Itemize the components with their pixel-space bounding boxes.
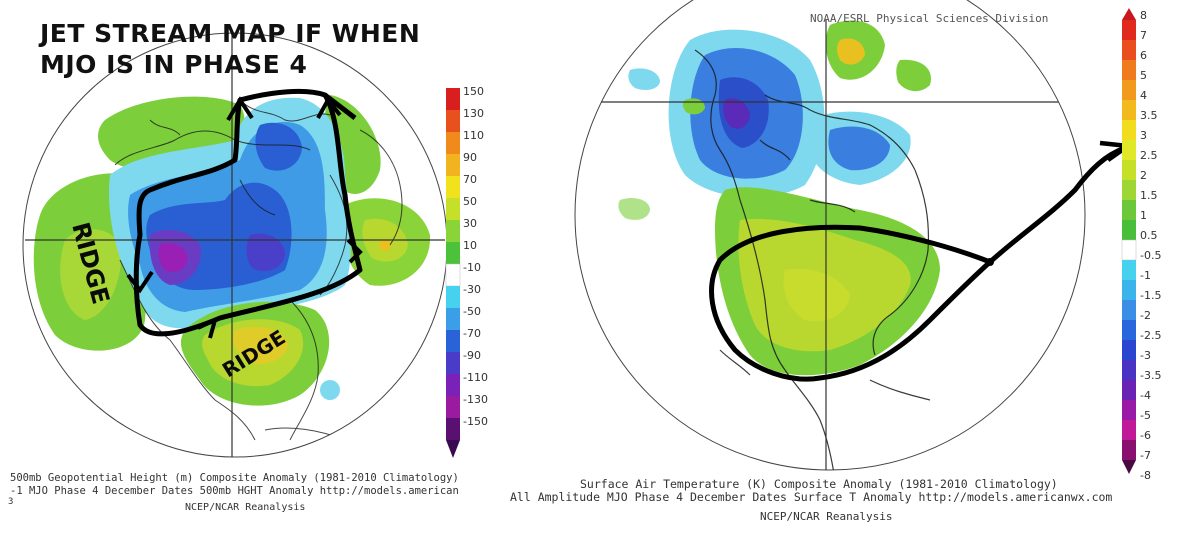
right-colorbar-tick-label: -2	[1140, 309, 1151, 322]
left-corner-mark: 3	[8, 497, 14, 507]
left-caption-line-1: 500mb Geopotential Height (m) Composite …	[10, 472, 459, 484]
right-colorbar-tick-label: 0.5	[1140, 229, 1158, 242]
right-caption-line-2: All Amplitude MJO Phase 4 December Dates…	[510, 490, 1113, 504]
left-map-graphic: RIDGE RIDGE 1501301109070503010-10-30-50…	[22, 32, 488, 458]
left-colorbar-tick-label: -110	[463, 371, 488, 384]
left-colorbar-tick-label: -50	[463, 305, 481, 318]
right-colorbar-ticks: 8 7 6 5 4 3.5 3 2.5 2 1.5 1 0.5 -0.5 -1 -1.5 -2 -2.5 -3 -3…	[1140, 9, 1161, 482]
right-colorbar-tick-label: 5	[1140, 69, 1147, 82]
right-colorbar-tick-label: -3	[1140, 349, 1151, 362]
right-colorbar-tick-label: 7	[1140, 29, 1147, 42]
right-colorbar-tick-label: 3	[1140, 129, 1147, 142]
right-colorbar-tick-label: 2	[1140, 169, 1147, 182]
left-caption-line-2: -1 MJO Phase 4 December Dates 500mb HGHT…	[10, 485, 459, 497]
left-colorbar-tick-label: 70	[463, 173, 477, 186]
right-colorbar-tick-label: -1	[1140, 269, 1151, 282]
left-colorbar-tick-label: -90	[463, 349, 481, 362]
left-caption-line-3: NCEP/NCAR Reanalysis	[185, 502, 306, 513]
right-colorbar-tick-label: 3.5	[1140, 109, 1158, 122]
left-colorbar-tick-label: 10	[463, 239, 477, 252]
right-colorbar	[1121, 8, 1137, 474]
right-colorbar-tick-label: -1.5	[1140, 289, 1161, 302]
right-colorbar-tick-label: -5	[1140, 409, 1151, 422]
left-map-panel: RIDGE RIDGE 150 130 110 90 70 50 30 10 -10 -30 -50…	[0, 0, 500, 543]
left-colorbar-tick-label: 150	[463, 85, 484, 98]
right-colorbar-tick-label: 6	[1140, 49, 1147, 62]
right-map-header: NOAA/ESRL Physical Sciences Division	[810, 12, 1048, 25]
right-colorbar-tick-label: -0.5	[1140, 249, 1161, 262]
right-colorbar-tick-label: -6	[1140, 429, 1151, 442]
right-caption-line-1: Surface Air Temperature (K) Composite An…	[580, 477, 1058, 491]
right-colorbar-tick-label: -4	[1140, 389, 1151, 402]
left-colorbar-tick-label: 130	[463, 107, 484, 120]
right-colorbar-tick-label: 8	[1140, 9, 1147, 22]
left-colorbar-tick-label: 110	[463, 129, 484, 142]
right-caption-line-3: NCEP/NCAR Reanalysis	[760, 510, 893, 523]
left-colorbar-tick-label: -150	[463, 415, 488, 428]
right-colorbar-tick-label: 2.5	[1140, 149, 1158, 162]
right-colorbar-tick-label: 1.5	[1140, 189, 1158, 202]
overlay-title-line-1: JET STREAM MAP IF WHEN	[40, 19, 421, 48]
right-colorbar-tick-label: -3.5	[1140, 369, 1161, 382]
right-colorbar-tick-label: 1	[1140, 209, 1147, 222]
right-colorbar-tick-label: -2.5	[1140, 329, 1161, 342]
left-colorbar-tick-label: 50	[463, 195, 477, 208]
left-colorbar-tick-label: -130	[463, 393, 488, 406]
left-colorbar-tick-label: 90	[463, 151, 477, 164]
left-colorbar-tick-label: 30	[463, 217, 477, 230]
left-colorbar-tick-label: -30	[463, 283, 481, 296]
right-map-panel: NOAA/ESRL Physical Sciences Division	[510, 0, 1200, 543]
left-colorbar-tick-label: -10	[463, 261, 481, 274]
drawn-warm-region-outline	[709, 224, 993, 382]
left-colorbar-ticks: 150 130 110 90 70 50 30 10 -10 -30 -50 -70 -90 -110 -1…	[463, 85, 488, 428]
jet-stream-overlay-title: JET STREAM MAP IF WHEN MJO IS IN PHASE 4	[40, 18, 480, 80]
right-map-graphic: NOAA/ESRL Physical Sciences Division	[574, 0, 1161, 482]
right-colorbar-tick-label: 4	[1140, 89, 1147, 102]
right-colorbar-tick-label: -8	[1140, 469, 1151, 482]
overlay-title-line-2: MJO IS IN PHASE 4	[40, 50, 308, 79]
right-colorbar-tick-label: -7	[1140, 449, 1151, 462]
left-colorbar-tick-label: -70	[463, 327, 481, 340]
left-colorbar	[445, 88, 461, 458]
